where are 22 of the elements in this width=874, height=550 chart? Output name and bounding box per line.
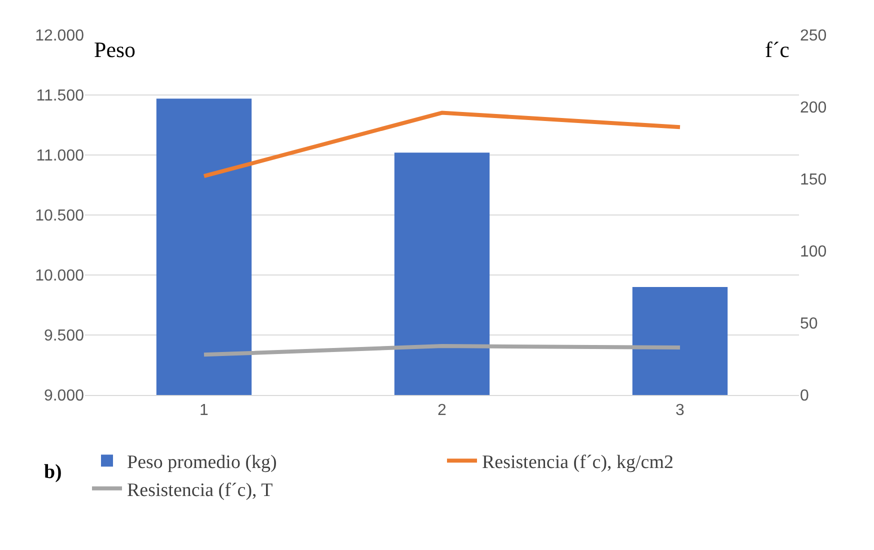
y2-axis-title: f´c [765,37,790,62]
y-tick-label: 12.000 [35,28,84,45]
x-tick-label: 3 [676,402,685,420]
y-tick-label: 11.500 [36,88,84,105]
y2-tick-label: 50 [800,316,818,333]
text: b) [44,461,62,483]
x-tick-label: 2 [438,402,447,420]
legend-label: Resistencia (f´c), kg/cm2 [482,452,674,474]
y-tick-label: 11.000 [36,148,84,165]
y-tick-label: 10.000 [35,268,84,285]
y2-tick-label: 200 [800,100,827,117]
y-tick-label: 9.500 [44,328,84,345]
x-tick-label: 1 [200,402,209,420]
legend-label: Peso promedio (kg) [127,452,277,474]
y2-tick-label: 0 [800,388,809,405]
legend-label: Resistencia (f´c), T [127,480,274,501]
y2-tick-label: 250 [800,28,827,45]
y2-tick-label: 150 [800,172,827,189]
y2-tick-label: 100 [800,244,827,261]
y-tick-label: 10.500 [35,208,84,225]
y-tick-label: 9.000 [44,388,84,405]
y-axis-title: Peso [94,37,136,62]
